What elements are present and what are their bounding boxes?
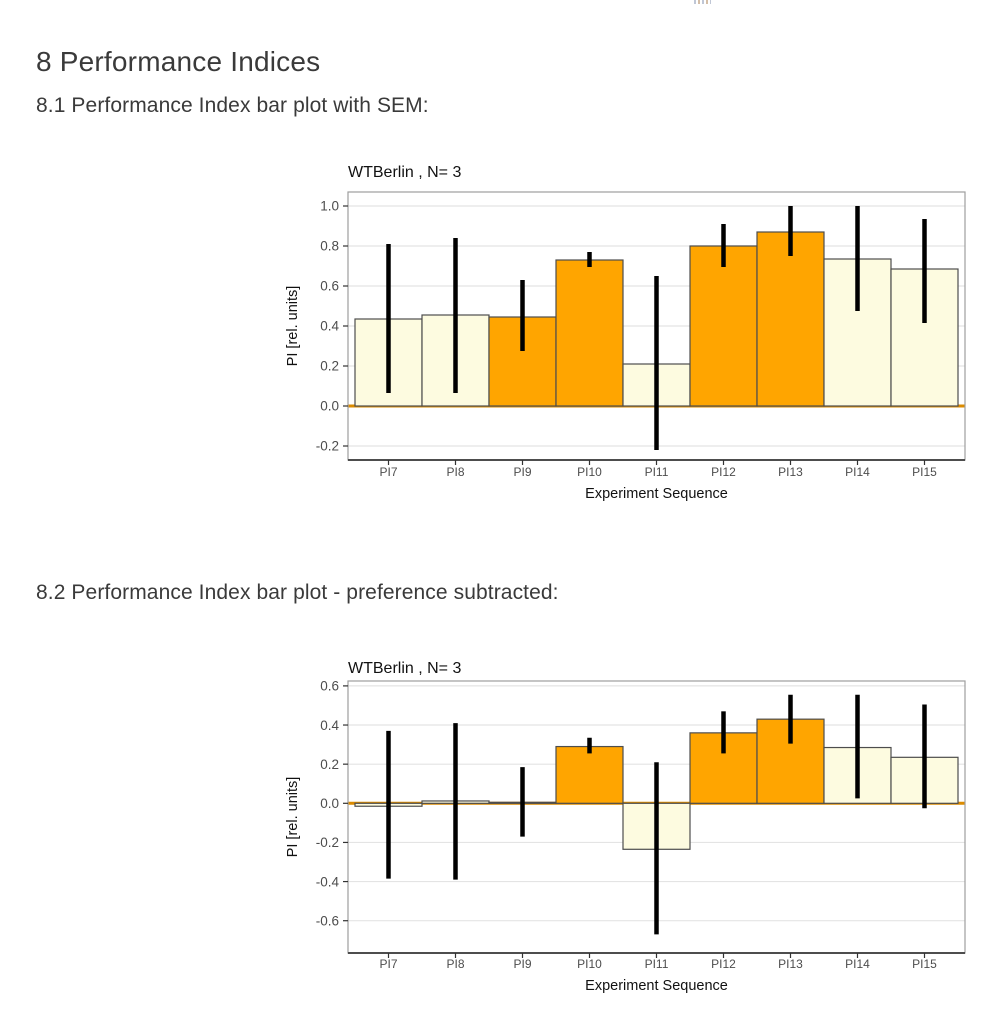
y-tick-label: 0.2 bbox=[320, 359, 339, 374]
clipped-text-artifact bbox=[694, 0, 711, 4]
y-tick-label: -0.2 bbox=[316, 439, 339, 454]
x-tick-label: PI7 bbox=[379, 957, 397, 971]
y-tick-label: 0.4 bbox=[320, 718, 339, 733]
x-tick-label: PI15 bbox=[912, 957, 937, 971]
x-axis-title: Experiment Sequence bbox=[585, 978, 728, 994]
x-tick-label: PI14 bbox=[845, 957, 870, 971]
y-tick-label: 0.0 bbox=[320, 796, 339, 811]
x-tick-label: PI15 bbox=[912, 465, 937, 479]
y-tick-label: 0.8 bbox=[320, 239, 339, 254]
y-tick-label: 0.6 bbox=[320, 279, 339, 294]
x-tick-label: PI12 bbox=[711, 465, 736, 479]
y-tick-label: -0.6 bbox=[316, 913, 339, 928]
bar-PI10 bbox=[555, 259, 624, 407]
y-tick-label: -0.2 bbox=[316, 835, 339, 850]
x-tick-label: PI14 bbox=[845, 465, 870, 479]
x-tick-label: PI10 bbox=[577, 957, 602, 971]
x-tick-label: PI8 bbox=[446, 957, 464, 971]
chart-title: WTBerlin , N= 3 bbox=[348, 660, 461, 677]
y-axis-title: PI [rel. units] bbox=[285, 777, 301, 858]
y-tick-label: -0.4 bbox=[316, 874, 340, 889]
x-tick-label: PI11 bbox=[645, 957, 669, 971]
x-tick-label: PI9 bbox=[513, 957, 531, 971]
bar-PI12 bbox=[689, 245, 758, 407]
x-tick-label: PI7 bbox=[379, 465, 397, 479]
bar-chart-sem: -0.2 0.0 0.2 0.4 0.6 0.8 1.0 PI7 PI8 PI9 PI10 PI11 P… bbox=[285, 164, 966, 502]
x-tick-label: PI9 bbox=[513, 465, 531, 479]
x-tick-label: PI13 bbox=[778, 957, 803, 971]
chart-title: WTBerlin , N= 3 bbox=[348, 164, 461, 181]
x-tick-label: PI11 bbox=[645, 465, 669, 479]
bar-PI10 bbox=[555, 745, 624, 804]
subsection-heading-8-2: 8.2 Performance Index bar plot - prefere… bbox=[36, 581, 559, 605]
bar-PI13 bbox=[756, 231, 825, 407]
subsection-heading-8-1: 8.1 Performance Index bar plot with SEM: bbox=[36, 94, 429, 118]
x-tick-label: PI8 bbox=[446, 465, 464, 479]
y-tick-label: 0.4 bbox=[320, 319, 339, 334]
x-tick-label: PI10 bbox=[577, 465, 602, 479]
bar-chart-preference-subtracted: -0.6 -0.4 -0.2 0.0 0.2 0.4 0.6 PI7 PI8 PI9 PI10 PI1… bbox=[285, 660, 966, 994]
y-tick-label: 0.0 bbox=[320, 399, 339, 414]
section-heading: 8 Performance Indices bbox=[36, 45, 321, 77]
chart-figure-preference-subtracted: -0.6 -0.4 -0.2 0.0 0.2 0.4 0.6 PI7 PI8 PI9 PI10 PI1… bbox=[285, 633, 985, 1005]
y-tick-label: 1.0 bbox=[320, 199, 339, 214]
y-tick-label: 0.6 bbox=[320, 679, 339, 694]
x-tick-label: PI12 bbox=[711, 957, 736, 971]
y-axis-title: PI [rel. units] bbox=[285, 286, 301, 367]
x-tick-label: PI13 bbox=[778, 465, 803, 479]
chart-figure-sem: -0.2 0.0 0.2 0.4 0.6 0.8 1.0 PI7 PI8 PI9 PI10 PI11 P… bbox=[285, 148, 985, 508]
y-tick-label: 0.2 bbox=[320, 757, 339, 772]
x-axis-title: Experiment Sequence bbox=[585, 486, 728, 502]
